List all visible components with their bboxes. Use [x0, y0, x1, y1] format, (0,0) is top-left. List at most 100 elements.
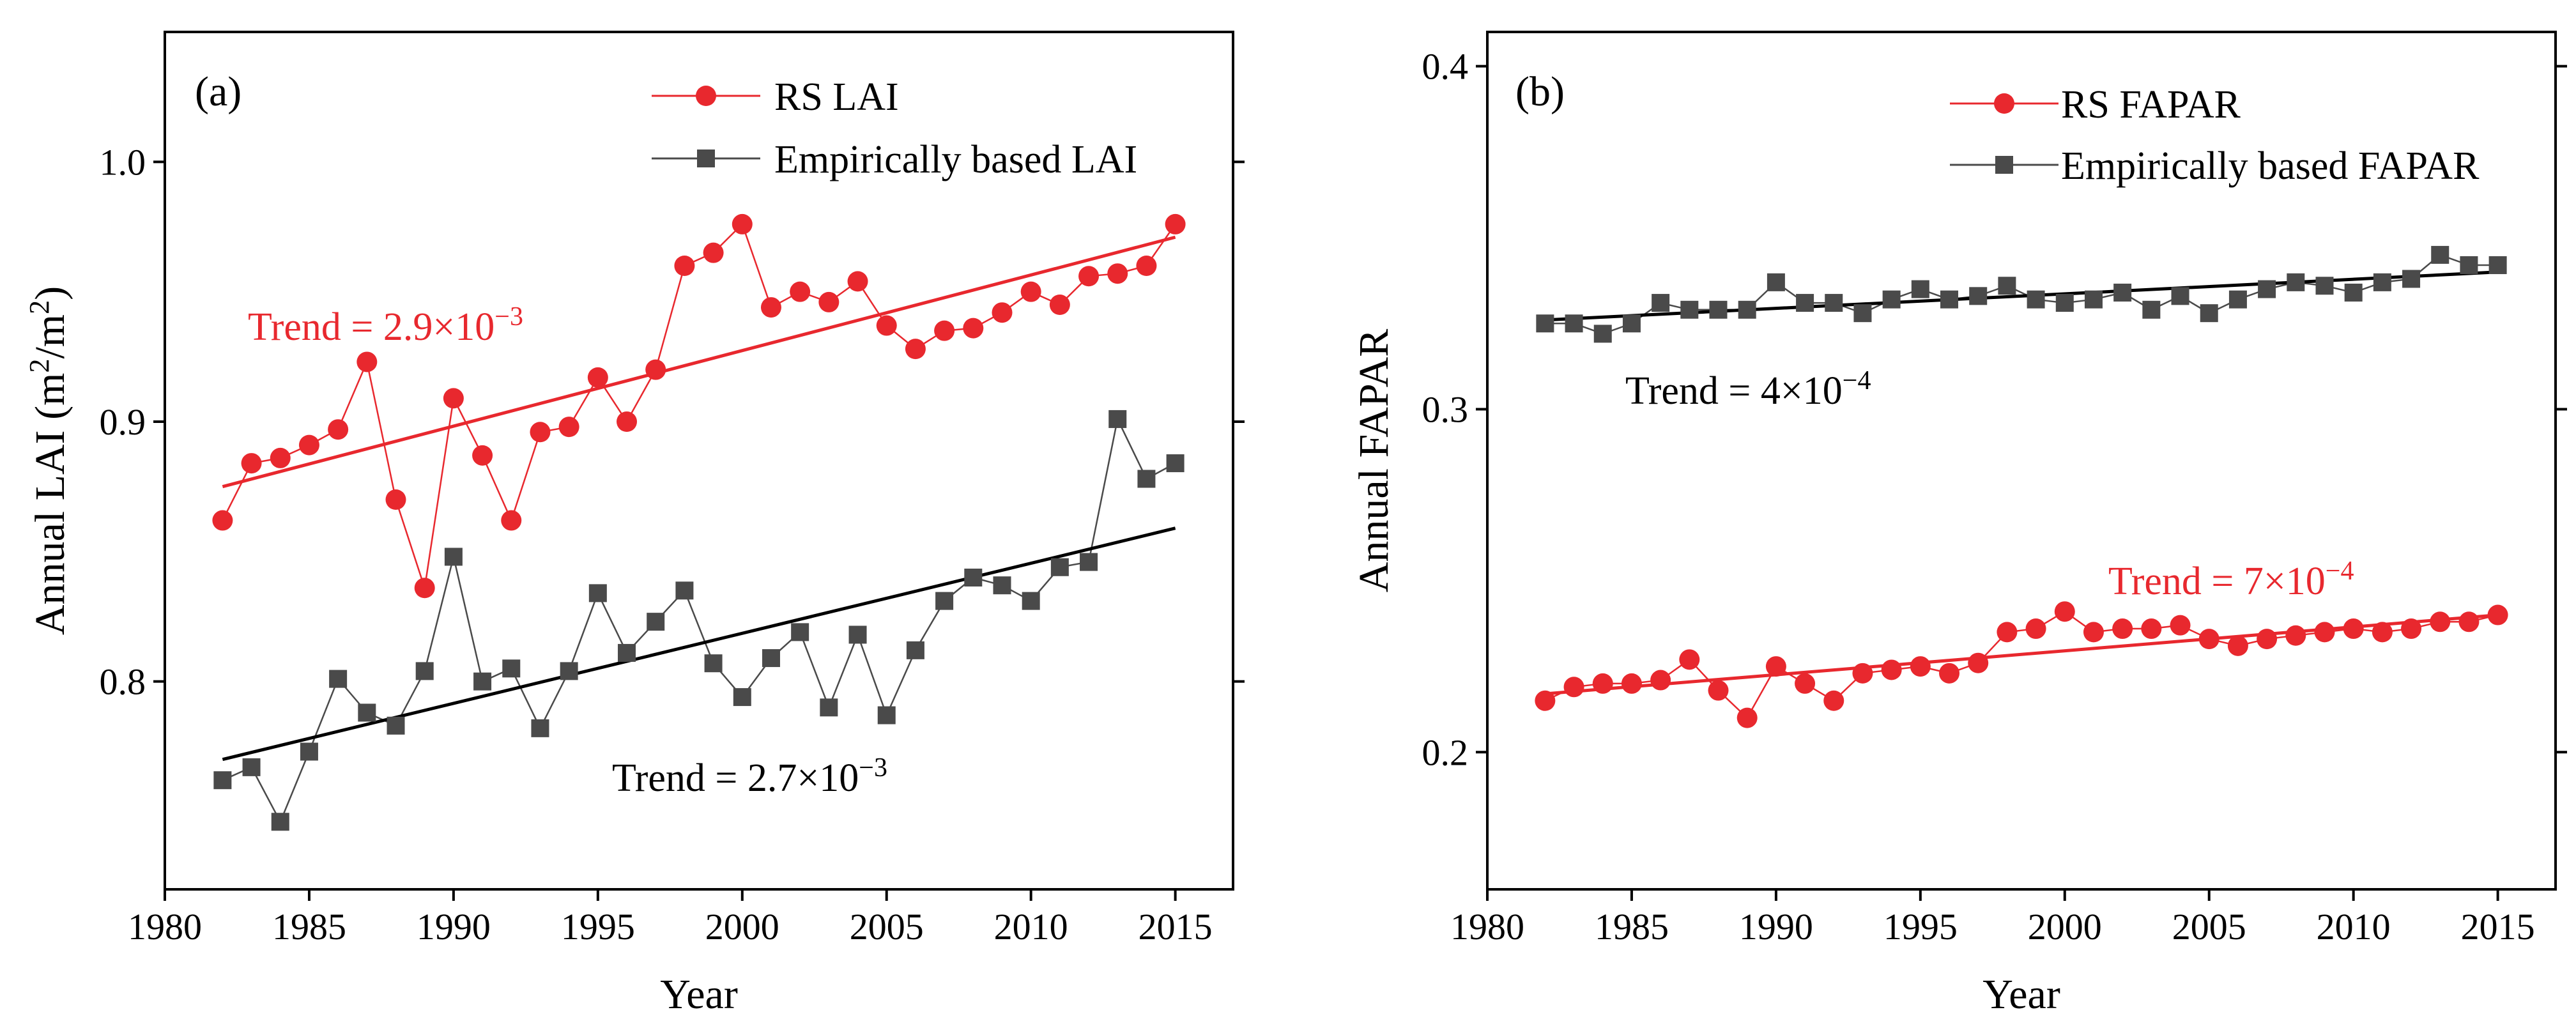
panel-a-series-empirical-point-1982: [213, 771, 232, 790]
panel-a-series-rs-point-1991: [472, 445, 493, 466]
panel-b-series-empirical-point-2006: [2228, 290, 2247, 309]
panel-a-series-empirical-point-2015: [1166, 454, 1184, 473]
panel-b-series-empirical-point-1999: [2027, 290, 2045, 309]
panel-a-y-tick-label-2: 1.0: [100, 141, 146, 183]
panel-a-series-empirical-point-2005: [877, 706, 896, 724]
panel-b-trend-rs-exponent: −4: [2326, 556, 2354, 586]
panel-a-series-rs-point-2007: [934, 320, 955, 341]
panel-b-series-rs-point-1996: [1939, 663, 1960, 684]
panel-a-series-rs-point-2008: [963, 318, 984, 339]
panel-b-series-empirical-point-2005: [2200, 304, 2218, 323]
panel-a-series-rs-point-1992: [501, 510, 522, 531]
panel-b-series-rs-point-2006: [2227, 635, 2248, 656]
panel-a-series-empirical-point-1991: [473, 672, 492, 691]
panel-b-series-empirical-point-1988: [1709, 300, 1728, 319]
panel-b-fapar: 1980 1985 1990 1995 2000 2005 2010 2015 0.2 0.3 0.…: [1351, 31, 2567, 1018]
panel-b-legend-label-rs: RS FAPAR: [2061, 83, 2241, 126]
panel-b-series-empirical-line: [1545, 254, 2498, 335]
panel-b-series-empirical-point-1994: [1882, 290, 1901, 309]
panel-a-series-empirical-point-2010: [1022, 592, 1040, 610]
panel-a-series-empirical-point-1984: [271, 813, 289, 831]
panel-a-x-tick-label-1990: 1990: [417, 906, 491, 947]
panel-a-series-empirical-point-1988: [387, 716, 405, 735]
panel-a-series-empirical-point-1987: [358, 703, 376, 722]
panel-b-series-rs-point-1987: [1679, 649, 1700, 670]
panel-a-series-rs-point-1987: [356, 351, 378, 372]
panel-b-series-empirical-point-1987: [1680, 300, 1699, 319]
panel-a-series-rs-point-2015: [1165, 213, 1186, 234]
panel-b-series-rs-point-2007: [2257, 629, 2278, 650]
panel-b-series-empirical-point-2010: [2344, 283, 2363, 302]
panel-a-legend-label-emp: Empirically based LAI: [774, 138, 1137, 181]
panel-a-series-rs-point-2013: [1107, 263, 1128, 284]
panel-b-series-rs-point-1997: [1968, 652, 1989, 673]
panel-b-series-rs-point-1992: [1823, 690, 1844, 711]
panel-b-series-rs-point-2003: [2141, 618, 2162, 640]
panel-b-series-rs-point-2005: [2198, 629, 2220, 650]
panel-a-series-empirical-point-1986: [329, 670, 348, 688]
panel-a-series-rs-point-2011: [1049, 295, 1070, 315]
panel-a-series-rs-point-2005: [876, 315, 897, 336]
panel-a-trend-emp-prefix: Trend = 2.7×10: [612, 756, 859, 800]
panel-b-trend-label-emp: Trend = 4×10−4: [1625, 366, 1871, 413]
panel-b-series-empirical-point-1991: [1796, 294, 1814, 312]
panel-a-series-empirical-point-1994: [560, 662, 578, 680]
panel-b-series-empirical-point-2014: [2460, 256, 2478, 275]
panel-a-y-axis-title: Annual LAI (m2/m2): [24, 286, 74, 635]
panel-a-series-empirical-point-1989: [415, 662, 434, 680]
panel-b-series-rs-point-2010: [2343, 618, 2364, 640]
panel-a-series-empirical-point-2007: [935, 592, 954, 610]
panel-b-series-rs-point-1986: [1650, 670, 1671, 691]
panel-a-y-title-main: Annual LAI (m: [27, 373, 73, 636]
panel-b-series-empirical-point-1992: [1825, 294, 1843, 312]
panel-b-series-empirical-point-2004: [2171, 287, 2189, 305]
panel-a-trend-label-rs: Trend = 2.9×10−3: [248, 302, 523, 349]
panel-a-series-rs-point-2001: [760, 297, 781, 318]
panel-a-series-rs-point-2003: [818, 291, 839, 312]
panel-b-series-empirical-point-1996: [1940, 290, 1959, 309]
panel-b-series-rs-point-2009: [2314, 622, 2335, 643]
panel-a-x-tick-label-2000: 2000: [705, 906, 779, 947]
panel-b-series-empirical-point-1989: [1738, 300, 1756, 319]
panel-b-x-tick-label-2015: 2015: [2461, 906, 2535, 947]
panel-a-plot-layer: 1980 1985 1990 1995 2000 2005 2010 2015 0.8 0.9 1.…: [100, 141, 1245, 947]
panel-b-series-empirical-point-1985: [1622, 314, 1641, 333]
panel-a-legend-marker-emp: [697, 150, 715, 167]
panel-a-series-empirical-point-2004: [848, 625, 867, 644]
panel-a-series-empirical-point-2012: [1080, 553, 1098, 571]
panel-a-y-title-end: ): [27, 286, 73, 300]
panel-a-series-empirical-point-2008: [964, 569, 983, 586]
panel-a-x-tick-label-2010: 2010: [994, 906, 1068, 947]
panel-b-series-empirical-point-1995: [1911, 280, 1929, 298]
panel-a-series-empirical-point-2011: [1050, 558, 1069, 576]
panel-b-series-empirical-point-2000: [2055, 294, 2074, 312]
panel-a-trend-rs-prefix: Trend = 2.9×10: [248, 305, 494, 349]
panel-b-series-empirical-point-2012: [2402, 270, 2421, 288]
panel-b-series-rs-point-2001: [2083, 622, 2104, 643]
panel-a-series-rs-point-1999: [703, 242, 724, 263]
panel-b-series-rs-point-1982: [1535, 690, 1556, 711]
panel-b-series-rs-point-1994: [1881, 659, 1902, 680]
panel-b-trend-emp-prefix: Trend = 4×10: [1625, 369, 1843, 413]
panel-b-x-tick-label-1980: 1980: [1450, 906, 1524, 947]
panel-b-series-rs-point-2014: [2458, 611, 2480, 632]
panel-a-series-empirical-point-2006: [906, 641, 924, 659]
panel-b-series-empirical-point-1982: [1536, 314, 1554, 333]
panel-a-series-empirical-point-2013: [1108, 410, 1127, 428]
panel-b-x-tick-label-2010: 2010: [2317, 906, 2391, 947]
panel-b-series-empirical-point-2008: [2287, 273, 2305, 291]
panel-a-series-rs-point-2012: [1078, 266, 1100, 287]
panel-a-series-rs-trend-line: [222, 235, 1176, 489]
panel-a-series-rs-point-2010: [1020, 281, 1041, 302]
panel-a-series-rs-point-2002: [790, 281, 811, 302]
panel-a-series-rs-point-1997: [645, 359, 666, 380]
panel-a-series-empirical-point-1997: [647, 613, 665, 631]
panel-a-y-title-mid: /m: [27, 314, 73, 359]
panel-a-y-tick-label-1: 0.9: [100, 401, 146, 443]
panel-a-series-rs-point-2006: [905, 339, 926, 360]
panel-a-series-empirical-point-1992: [502, 659, 521, 678]
panel-b-series-empirical-point-1998: [1998, 277, 2016, 295]
panel-b-series-rs-point-1990: [1765, 656, 1786, 677]
